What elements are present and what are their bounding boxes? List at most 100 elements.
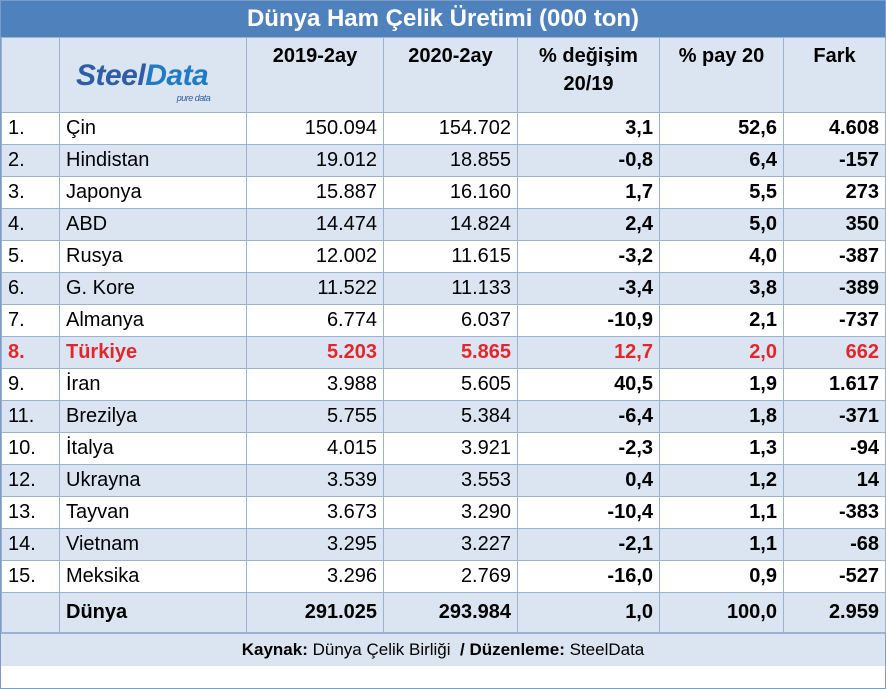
cell-y2020: 5.384 xyxy=(383,400,518,433)
col-header-diff: Fark xyxy=(783,37,886,113)
source-footer: Kaynak: Dünya Çelik Birliği / Düzenleme:… xyxy=(1,633,885,666)
cell-y2019: 150.094 xyxy=(246,112,384,145)
cell-y2019: 6.774 xyxy=(246,304,384,337)
cell-y2019: 3.988 xyxy=(246,368,384,401)
cell-change: -3,4 xyxy=(517,272,660,305)
cell-country: İtalya xyxy=(59,432,247,465)
cell-share: 1,8 xyxy=(659,400,784,433)
cell-diff: 4.608 xyxy=(783,112,886,145)
cell-change: -6,4 xyxy=(517,400,660,433)
cell-y2020: 6.037 xyxy=(383,304,518,337)
cell-rank: 7. xyxy=(1,304,60,337)
cell-rank: 15. xyxy=(1,560,60,593)
cell-change: 3,1 xyxy=(517,112,660,145)
table-row: 6. G. Kore 11.522 11.133 -3,4 3,8 -389 xyxy=(1,272,886,305)
total-cell-change: 1,0 xyxy=(517,592,660,633)
cell-change: -2,1 xyxy=(517,528,660,561)
table-row: 5. Rusya 12.002 11.615 -3,2 4,0 -387 xyxy=(1,240,886,273)
cell-diff: 662 xyxy=(783,336,886,369)
cell-country: ABD xyxy=(59,208,247,241)
cell-change: 12,7 xyxy=(517,336,660,369)
cell-y2019: 3.539 xyxy=(246,464,384,497)
table-row: 1. Çin 150.094 154.702 3,1 52,6 4.608 xyxy=(1,112,886,145)
cell-share: 1,3 xyxy=(659,432,784,465)
cell-y2020: 2.769 xyxy=(383,560,518,593)
cell-y2020: 3.290 xyxy=(383,496,518,529)
cell-change: 2,4 xyxy=(517,208,660,241)
cell-y2019: 14.474 xyxy=(246,208,384,241)
cell-share: 2,0 xyxy=(659,336,784,369)
cell-y2019: 19.012 xyxy=(246,144,384,177)
cell-change: -10,4 xyxy=(517,496,660,529)
cell-y2020: 11.133 xyxy=(383,272,518,305)
cell-diff: 1.617 xyxy=(783,368,886,401)
cell-rank: 10. xyxy=(1,432,60,465)
cell-country: Vietnam xyxy=(59,528,247,561)
cell-rank: 2. xyxy=(1,144,60,177)
cell-diff: -383 xyxy=(783,496,886,529)
cell-rank: 12. xyxy=(1,464,60,497)
cell-rank: 11. xyxy=(1,400,60,433)
cell-y2019: 3.296 xyxy=(246,560,384,593)
cell-country: Çin xyxy=(59,112,247,145)
table-row: 10. İtalya 4.015 3.921 -2,3 1,3 -94 xyxy=(1,432,886,465)
cell-y2020: 18.855 xyxy=(383,144,518,177)
cell-country: Türkiye xyxy=(59,336,247,369)
table-row: 15. Meksika 3.296 2.769 -16,0 0,9 -527 xyxy=(1,560,886,593)
cell-share: 1,1 xyxy=(659,528,784,561)
col-header-2020: 2020-2ay xyxy=(383,37,518,113)
cell-y2019: 3.673 xyxy=(246,496,384,529)
cell-y2020: 5.865 xyxy=(383,336,518,369)
cell-change: 40,5 xyxy=(517,368,660,401)
cell-y2020: 14.824 xyxy=(383,208,518,241)
cell-rank: 8. xyxy=(1,336,60,369)
cell-diff: -68 xyxy=(783,528,886,561)
cell-share: 4,0 xyxy=(659,240,784,273)
cell-country: Ukrayna xyxy=(59,464,247,497)
total-blank-cell xyxy=(1,592,60,633)
cell-rank: 6. xyxy=(1,272,60,305)
header-blank-cell xyxy=(1,37,60,113)
cell-y2020: 16.160 xyxy=(383,176,518,209)
total-cell-diff: 2.959 xyxy=(783,592,886,633)
cell-share: 1,2 xyxy=(659,464,784,497)
cell-country: Japonya xyxy=(59,176,247,209)
cell-country: Almanya xyxy=(59,304,247,337)
table-row: 9. İran 3.988 5.605 40,5 1,9 1.617 xyxy=(1,368,886,401)
cell-diff: 350 xyxy=(783,208,886,241)
cell-diff: -387 xyxy=(783,240,886,273)
table-row: 7. Almanya 6.774 6.037 -10,9 2,1 -737 xyxy=(1,304,886,337)
total-cell-y2020: 293.984 xyxy=(383,592,518,633)
cell-change: 0,4 xyxy=(517,464,660,497)
cell-diff: 273 xyxy=(783,176,886,209)
cell-diff: -157 xyxy=(783,144,886,177)
table-title: Dünya Ham Çelik Üretimi (000 ton) xyxy=(1,1,885,37)
cell-y2020: 3.227 xyxy=(383,528,518,561)
cell-rank: 1. xyxy=(1,112,60,145)
cell-change: -2,3 xyxy=(517,432,660,465)
table-row: 11. Brezilya 5.755 5.384 -6,4 1,8 -371 xyxy=(1,400,886,433)
table-row: 13. Tayvan 3.673 3.290 -10,4 1,1 -383 xyxy=(1,496,886,529)
cell-share: 5,0 xyxy=(659,208,784,241)
cell-rank: 5. xyxy=(1,240,60,273)
cell-rank: 3. xyxy=(1,176,60,209)
cell-country: Tayvan xyxy=(59,496,247,529)
cell-y2019: 3.295 xyxy=(246,528,384,561)
cell-y2020: 5.605 xyxy=(383,368,518,401)
cell-share: 0,9 xyxy=(659,560,784,593)
logo-cell: SteelData pure data xyxy=(59,37,247,113)
cell-country: Hindistan xyxy=(59,144,247,177)
cell-y2019: 11.522 xyxy=(246,272,384,305)
col-header-change: % değişim 20/19 xyxy=(517,37,660,113)
cell-rank: 9. xyxy=(1,368,60,401)
cell-rank: 13. xyxy=(1,496,60,529)
total-cell-y2019: 291.025 xyxy=(246,592,384,633)
cell-diff: -94 xyxy=(783,432,886,465)
col-header-2019: 2019-2ay xyxy=(246,37,384,113)
col-header-share: % pay 20 xyxy=(659,37,784,113)
cell-change: -16,0 xyxy=(517,560,660,593)
production-table: SteelData pure data 2019-2ay 2020-2ay % d… xyxy=(1,37,886,633)
cell-country: Meksika xyxy=(59,560,247,593)
table-row: 4. ABD 14.474 14.824 2,4 5,0 350 xyxy=(1,208,886,241)
cell-diff: -527 xyxy=(783,560,886,593)
